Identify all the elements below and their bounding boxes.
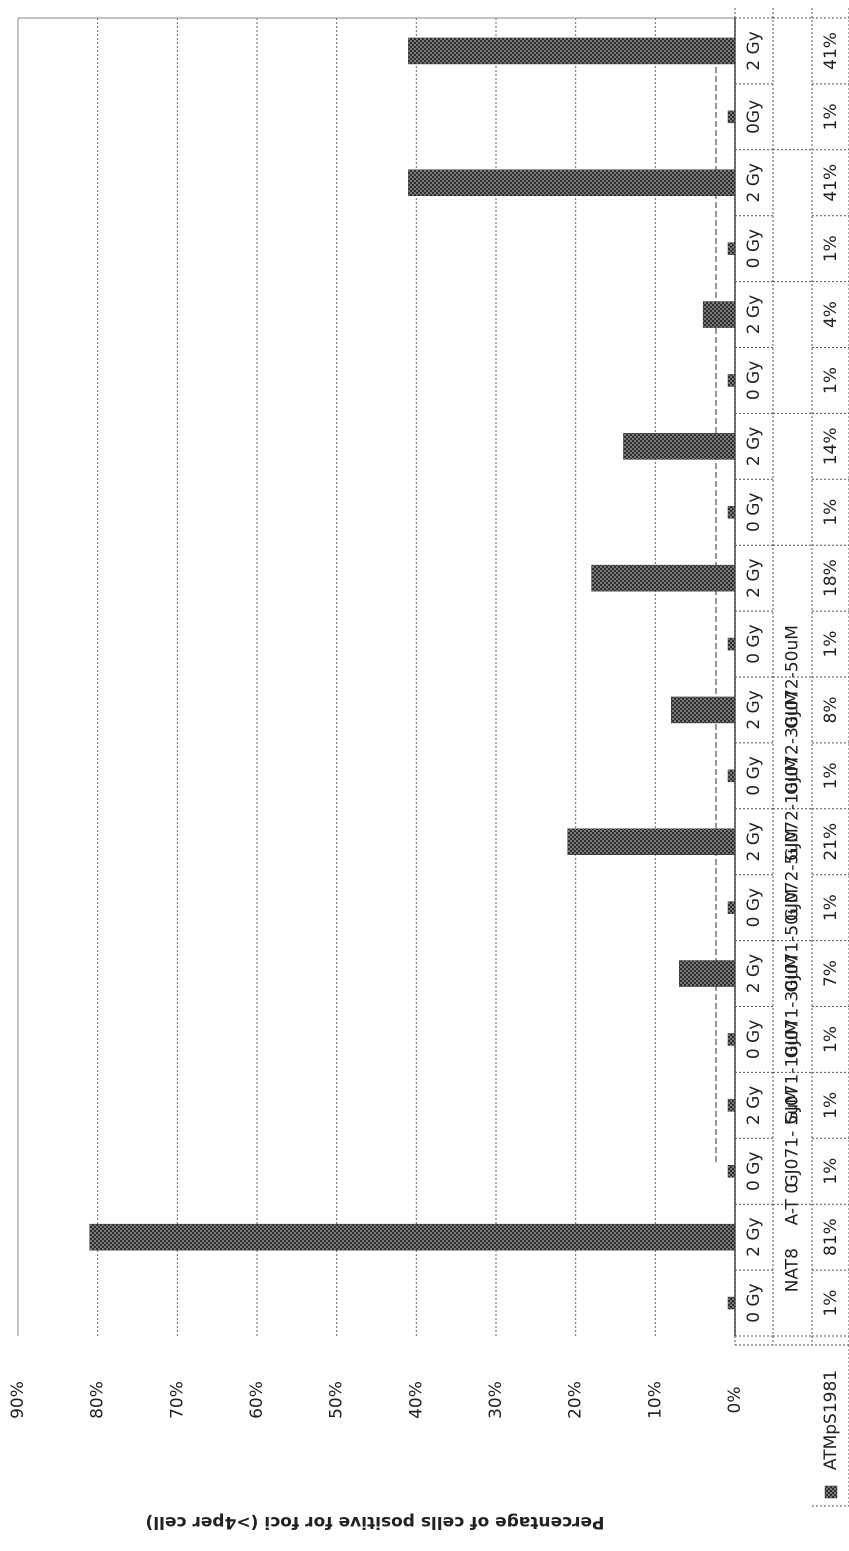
dose-label: 2 Gy [744, 427, 764, 466]
bars [89, 37, 736, 1310]
group-label: A-T 0 [783, 1183, 803, 1225]
dose-label: 0 Gy [744, 624, 764, 663]
bar [623, 433, 736, 460]
y-tick-label: 60% [247, 1381, 267, 1419]
data-table: 0 Gy 1% 2 Gy 81% 0 Gy 1% 2 Gy 1% 0 Gy 1% 2 Gy 7% 0 G… [734, 8, 849, 1507]
group-label: GJ072-50uM [783, 625, 803, 729]
dose-label: 2 Gy [744, 1217, 764, 1256]
y-tick-label: 90% [8, 1381, 28, 1419]
dose-label: 0 Gy [744, 1152, 764, 1191]
dose-label: 0 Gy [744, 888, 764, 927]
y-axis-label: Percentage of cells positive for foci (>… [145, 1512, 604, 1532]
dose-label: 0 Gy [744, 1283, 764, 1322]
y-tick-label: 70% [167, 1381, 187, 1419]
bar [727, 637, 736, 651]
bar [727, 374, 736, 387]
data-label: 1% [821, 103, 841, 130]
y-tick-label: 50% [327, 1381, 347, 1419]
data-label: 1% [821, 631, 841, 658]
bar [408, 169, 736, 196]
dose-label: 2 Gy [744, 31, 764, 70]
data-label: 14% [821, 427, 841, 465]
dose-label: 2 Gy [744, 954, 764, 993]
legend-swatch [824, 1485, 838, 1499]
bar [567, 828, 736, 855]
dose-label: 2 Gy [744, 690, 764, 729]
bar [727, 1099, 736, 1112]
data-label: 1% [821, 1026, 841, 1053]
baseline-layer [715, 18, 736, 1336]
y-tick-label: 0% [725, 1387, 745, 1414]
y-axis-label-group: Percentage of cells positive for foci (>… [145, 1512, 604, 1532]
data-label: 1% [821, 1092, 841, 1119]
bar [727, 1033, 736, 1046]
data-label: 1% [821, 499, 841, 526]
group-label: GJ071-30uM [783, 955, 803, 1059]
data-label: 21% [821, 823, 841, 861]
bar [727, 242, 736, 255]
data-label: 4% [821, 301, 841, 328]
bar [727, 1296, 736, 1310]
dose-label: 0 Gy [744, 229, 764, 268]
data-label: 1% [821, 367, 841, 394]
y-tick-label: 20% [566, 1381, 586, 1419]
y-tick-label: 10% [645, 1381, 665, 1419]
bar [408, 37, 736, 65]
bar [727, 1165, 736, 1178]
group-label: GJ072-30uM [783, 691, 803, 795]
data-label: 7% [821, 960, 841, 987]
data-label: 81% [821, 1218, 841, 1256]
data-label: 41% [821, 164, 841, 202]
dose-label: 2 Gy [744, 163, 764, 202]
bar [727, 110, 736, 124]
data-label: 1% [821, 894, 841, 921]
y-tick-label: 40% [406, 1381, 426, 1419]
y-axis-ticks: 0% 10% 20% 30% 40% 50% 60% 70% 80% 90% [8, 1381, 745, 1419]
group-label: GJ072-10uM [783, 757, 803, 861]
group-label: GJ071-10uM [783, 1020, 803, 1124]
data-label: 8% [821, 696, 841, 723]
dose-label: 0 Gy [744, 1020, 764, 1059]
data-label: 1% [821, 762, 841, 789]
group-label: GJ071-50uM [783, 889, 803, 993]
bar [727, 769, 736, 783]
dose-label: 2 Gy [744, 295, 764, 334]
group-label: NAT8 [783, 1248, 803, 1292]
dose-label: 2 Gy [744, 822, 764, 861]
group-label: GJ071- 5uM [783, 1089, 803, 1187]
bar [671, 696, 736, 724]
data-label: 1% [821, 1158, 841, 1185]
data-label: 18% [821, 559, 841, 597]
bar [702, 301, 736, 328]
dose-label: 0 Gy [744, 756, 764, 795]
data-label: 1% [821, 1290, 841, 1317]
series-name: ATMpS1981 [821, 1370, 841, 1470]
dose-label: 0Gy [744, 100, 764, 134]
dose-label: 2 Gy [744, 558, 764, 597]
bar [678, 960, 736, 987]
dose-label: 0 Gy [744, 361, 764, 400]
data-label: 1% [821, 235, 841, 262]
bar [727, 506, 736, 519]
y-tick-label: 80% [88, 1381, 108, 1419]
dose-label: 2 Gy [744, 1086, 764, 1125]
bar [89, 1223, 736, 1251]
gridlines [17, 17, 736, 1336]
dose-label: 0 Gy [744, 493, 764, 532]
bar [727, 901, 736, 914]
data-label: 41% [821, 32, 841, 70]
group-label: GJ072-5uM [783, 828, 803, 921]
y-tick-label: 30% [486, 1381, 506, 1419]
bar [591, 564, 736, 592]
